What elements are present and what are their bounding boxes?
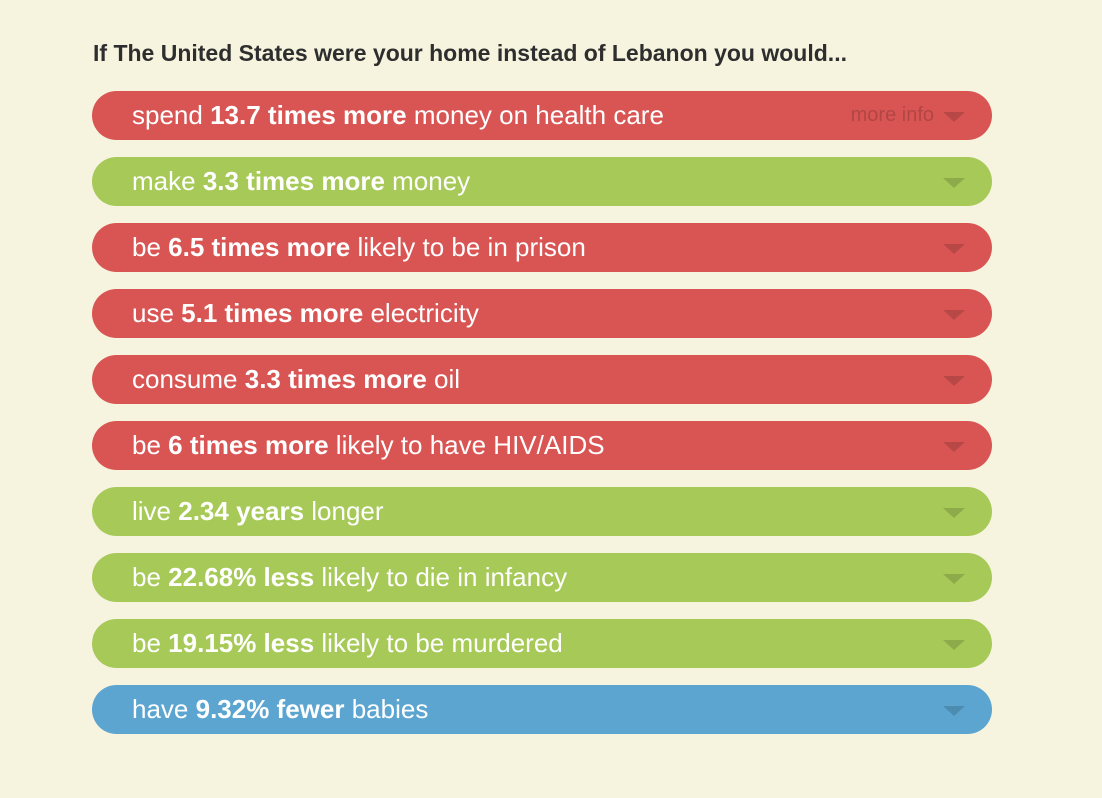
item-text-pre: consume [132, 364, 245, 394]
chevron-down-icon[interactable] [943, 508, 965, 518]
item-text-pre: be [132, 562, 169, 592]
chevron-down-icon[interactable] [943, 442, 965, 452]
item-text-bold: 3.3 times more [202, 166, 385, 196]
item-text-bold: 6.5 times more [168, 232, 351, 262]
comparison-list: spend 13.7 times more money on health ca… [92, 91, 992, 751]
chevron-down-icon[interactable] [943, 706, 965, 716]
item-text-post: electricity [363, 298, 479, 328]
item-text-pre: use [132, 298, 182, 328]
item-text-post: likely to be in prison [350, 232, 586, 262]
comparison-item[interactable]: use 5.1 times more electricity [92, 289, 992, 338]
item-text-bold: 9.32% fewer [195, 694, 345, 724]
comparison-item[interactable]: spend 13.7 times more money on health ca… [92, 91, 992, 140]
item-text-pre: be [132, 232, 169, 262]
item-text-post: babies [344, 694, 429, 724]
item-text-bold: 3.3 times more [244, 364, 427, 394]
comparison-item[interactable]: be 6 times more likely to have HIV/AIDS [92, 421, 992, 470]
item-text-pre: spend [132, 100, 211, 130]
more-info-label[interactable]: more info [850, 104, 934, 126]
item-text-post: likely to have HIV/AIDS [328, 430, 605, 460]
chevron-down-icon[interactable] [943, 640, 965, 650]
chevron-down-icon[interactable] [943, 112, 965, 122]
chevron-down-icon[interactable] [943, 244, 965, 254]
item-text-post: money [384, 166, 471, 196]
item-text-post: money on health care [406, 100, 664, 130]
item-text-pre: make [132, 166, 203, 196]
page-title: If The United States were your home inst… [93, 40, 847, 66]
chevron-down-icon[interactable] [943, 574, 965, 584]
item-text-pre: be [132, 430, 169, 460]
item-text-bold: 6 times more [168, 430, 329, 460]
chevron-down-icon[interactable] [943, 178, 965, 188]
item-text-bold: 2.34 years [178, 496, 305, 526]
comparison-item[interactable]: have 9.32% fewer babies [92, 685, 992, 734]
item-text-post: likely to die in infancy [314, 562, 568, 592]
chevron-down-icon[interactable] [943, 376, 965, 386]
comparison-item[interactable]: be 6.5 times more likely to be in prison [92, 223, 992, 272]
item-text-bold: 5.1 times more [181, 298, 364, 328]
item-text-bold: 19.15% less [168, 628, 315, 658]
comparison-item[interactable]: be 22.68% less likely to die in infancy [92, 553, 992, 602]
comparison-item[interactable]: consume 3.3 times more oil [92, 355, 992, 404]
item-text-bold: 22.68% less [168, 562, 315, 592]
item-text-post: longer [304, 496, 384, 526]
item-text-post: oil [426, 364, 461, 394]
comparison-item[interactable]: make 3.3 times more money [92, 157, 992, 206]
item-text-pre: live [132, 496, 179, 526]
comparison-item[interactable]: be 19.15% less likely to be murdered [92, 619, 992, 668]
chevron-down-icon[interactable] [943, 310, 965, 320]
item-text-pre: have [132, 694, 196, 724]
item-text-post: likely to be murdered [314, 628, 563, 658]
item-text-pre: be [132, 628, 169, 658]
comparison-item[interactable]: live 2.34 years longer [92, 487, 992, 536]
item-text-bold: 13.7 times more [210, 100, 407, 130]
